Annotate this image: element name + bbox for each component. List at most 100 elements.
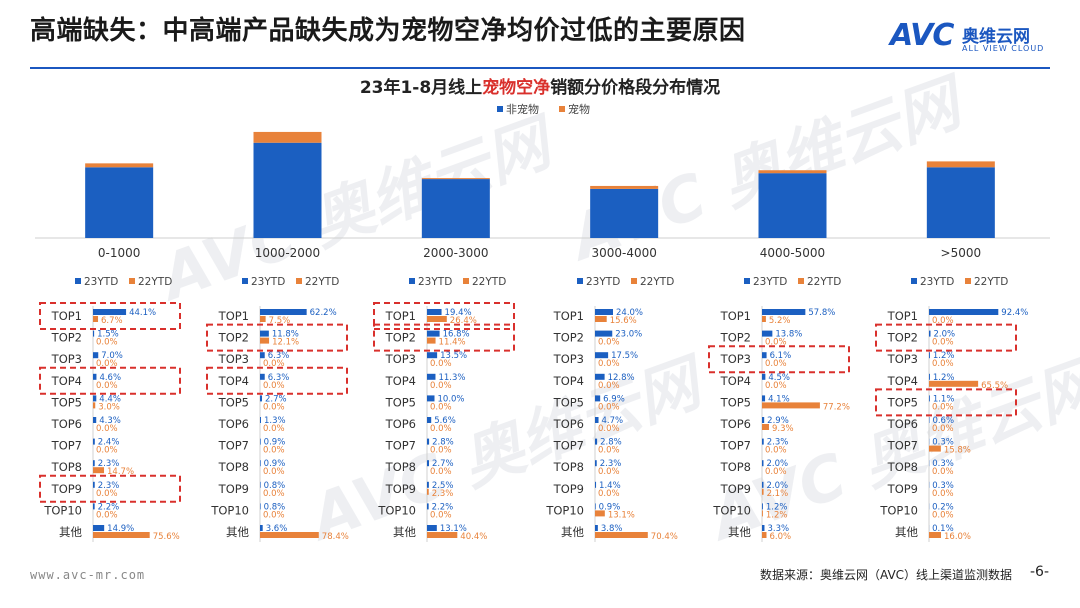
logo-mark: AVC <box>890 18 954 53</box>
panel-3-value-22-8: 0.0% <box>598 489 620 499</box>
panel-0-legend-swatch-1 <box>129 278 135 284</box>
bar-pet-1 <box>253 131 322 143</box>
panel-1-value-23-1: 11.8% <box>272 330 299 340</box>
panel-3-row-label-8: TOP9 <box>553 482 584 496</box>
panel-2-row-label-1: TOP2 <box>385 331 416 345</box>
panel-4-bar-22-5 <box>762 424 769 430</box>
panel-0-value-22-5: 0.0% <box>96 424 118 434</box>
panel-0-row-label-8: TOP9 <box>51 482 82 496</box>
panel-5-value-23-6: 0.3% <box>932 438 954 448</box>
panel-2-bar-23-0 <box>427 309 442 315</box>
panel-5-row-label-8: TOP9 <box>887 482 918 496</box>
panel-5-bar-23-1 <box>929 330 931 337</box>
panel-5-legend-label-0: 23YTD <box>920 276 954 288</box>
panel-5-value-23-5: 0.6% <box>932 416 954 426</box>
panel-2-row-label-8: TOP9 <box>385 482 416 496</box>
panel-0-value-23-0: 44.1% <box>129 308 156 318</box>
panel-0-value-23-8: 2.3% <box>98 481 120 491</box>
panel-4-value-23-3: 4.5% <box>768 373 790 383</box>
top-chart-title-part-1: 宠物空净 <box>482 77 550 98</box>
bar-non-pet-0 <box>85 167 154 238</box>
panel-5-bar-22-6 <box>929 445 941 452</box>
panel-5-value-23-3: 1.2% <box>933 373 955 383</box>
panel-5-bar-23-2 <box>929 352 930 359</box>
panel-2-bar-23-7 <box>427 460 430 467</box>
panel-2-value-22-5: 0.0% <box>430 424 452 434</box>
panel-2-value-23-6: 2.8% <box>432 438 454 448</box>
panel-3-row-label-10: 其他 <box>561 525 584 539</box>
panel-4-bar-23-1 <box>762 330 773 337</box>
panel-3-value-22-10: 70.4% <box>651 532 678 542</box>
panel-0-value-23-3: 4.6% <box>99 373 121 383</box>
panel-1-value-23-5: 1.3% <box>264 416 286 426</box>
panel-5-value-23-10: 0.1% <box>932 524 954 534</box>
panel-2-value-22-0: 26.4% <box>450 316 477 326</box>
panel-1-bar-22-10 <box>260 532 319 538</box>
avc-logo: AVC 奥维云网 ALL VIEW CLOUD <box>890 18 1060 58</box>
category-label-0: 0-1000 <box>98 246 141 260</box>
bar-pet-0 <box>85 163 154 168</box>
panel-3-value-23-9: 0.9% <box>599 502 621 512</box>
panel-3-value-22-3: 0.0% <box>598 381 620 391</box>
category-label-5: >5000 <box>941 246 982 260</box>
panel-1-value-22-2: 0.0% <box>263 359 285 369</box>
panel-5-row-label-1: TOP2 <box>887 331 918 345</box>
panel-5-value-22-8: 0.0% <box>932 489 954 499</box>
panel-0-bar-23-9 <box>93 503 95 510</box>
panel-2-value-22-8: 2.3% <box>432 489 454 499</box>
panel-1-value-23-8: 0.8% <box>264 481 286 491</box>
panel-1-bar-23-8 <box>260 481 261 488</box>
panel-3-bar-23-8 <box>595 481 597 488</box>
panel-1-bar-23-2 <box>260 352 265 359</box>
panel-0-bar-22-4 <box>93 402 96 409</box>
panel-3-value-22-1: 0.0% <box>598 338 620 348</box>
panel-2-row-label-9: TOP10 <box>377 503 416 517</box>
logo-chinese-name: 奥维云网 <box>962 27 1030 47</box>
panel-0-bar-23-4 <box>93 395 97 402</box>
panel-1-legend-label-0: 23YTD <box>251 276 285 288</box>
panel-0-bar-23-10 <box>93 525 105 531</box>
panel-4-row-label-7: TOP8 <box>720 460 751 474</box>
footer-url[interactable]: www.avc-mr.com <box>30 568 146 582</box>
panel-3-value-22-0: 15.6% <box>610 316 637 326</box>
panel-3-row-label-5: TOP6 <box>553 417 584 431</box>
panel-1-bar-22-1 <box>260 337 270 344</box>
panel-4-bar-23-2 <box>762 352 767 359</box>
panel-1-bar-22-0 <box>260 316 266 322</box>
panel-0-legend-swatch-0 <box>75 278 81 284</box>
panel-2-value-23-7: 2.7% <box>432 459 454 469</box>
panel-1-bar-23-3 <box>260 373 265 380</box>
panel-2-bar-22-10 <box>427 532 458 538</box>
panel-5-bar-23-4 <box>929 395 930 402</box>
top-chart-title: 23年1-8月线上宠物空净销额分价格段分布情况 <box>360 77 720 98</box>
panel-2-row-label-10: 其他 <box>393 525 416 539</box>
panel-5-value-23-7: 0.3% <box>932 459 954 469</box>
panel-3-bar-23-0 <box>595 309 613 315</box>
panel-2-row-label-2: TOP3 <box>385 352 416 366</box>
panel-4-bar-23-6 <box>762 438 764 445</box>
panel-3-legend-swatch-1 <box>631 278 637 284</box>
panel-0-value-22-10: 75.6% <box>153 532 180 542</box>
panel-3-row-label-2: TOP3 <box>553 352 584 366</box>
panel-0-value-22-1: 0.0% <box>96 338 118 348</box>
panel-3-value-23-1: 23.0% <box>615 330 642 340</box>
panel-0-bar-23-2 <box>93 352 99 359</box>
panel-4-bar-23-5 <box>762 417 765 423</box>
panel-2-value-22-3: 0.0% <box>430 381 452 391</box>
panel-3-value-23-3: 12.8% <box>608 373 635 383</box>
panel-2-row-label-6: TOP7 <box>385 439 416 453</box>
panel-2-bar-23-2 <box>427 352 438 359</box>
panel-5-value-22-6: 15.8% <box>944 446 971 456</box>
panel-4-legend-label-0: 23YTD <box>753 276 787 288</box>
panel-1-value-23-10: 3.6% <box>266 524 288 534</box>
panel-0-bar-23-5 <box>93 417 97 423</box>
panel-3-value-22-7: 0.0% <box>598 467 620 477</box>
panel-4-bar-23-0 <box>762 309 806 315</box>
panel-4-bar-23-10 <box>762 525 765 531</box>
panel-0-row-label-0: TOP1 <box>51 309 82 323</box>
panel-2-bar-23-1 <box>427 330 440 337</box>
panel-4-row-label-1: TOP2 <box>720 331 751 345</box>
panel-1-row-label-9: TOP10 <box>210 503 249 517</box>
panel-2-bar-22-1 <box>427 337 436 344</box>
panel-4-bar-22-0 <box>762 316 766 322</box>
